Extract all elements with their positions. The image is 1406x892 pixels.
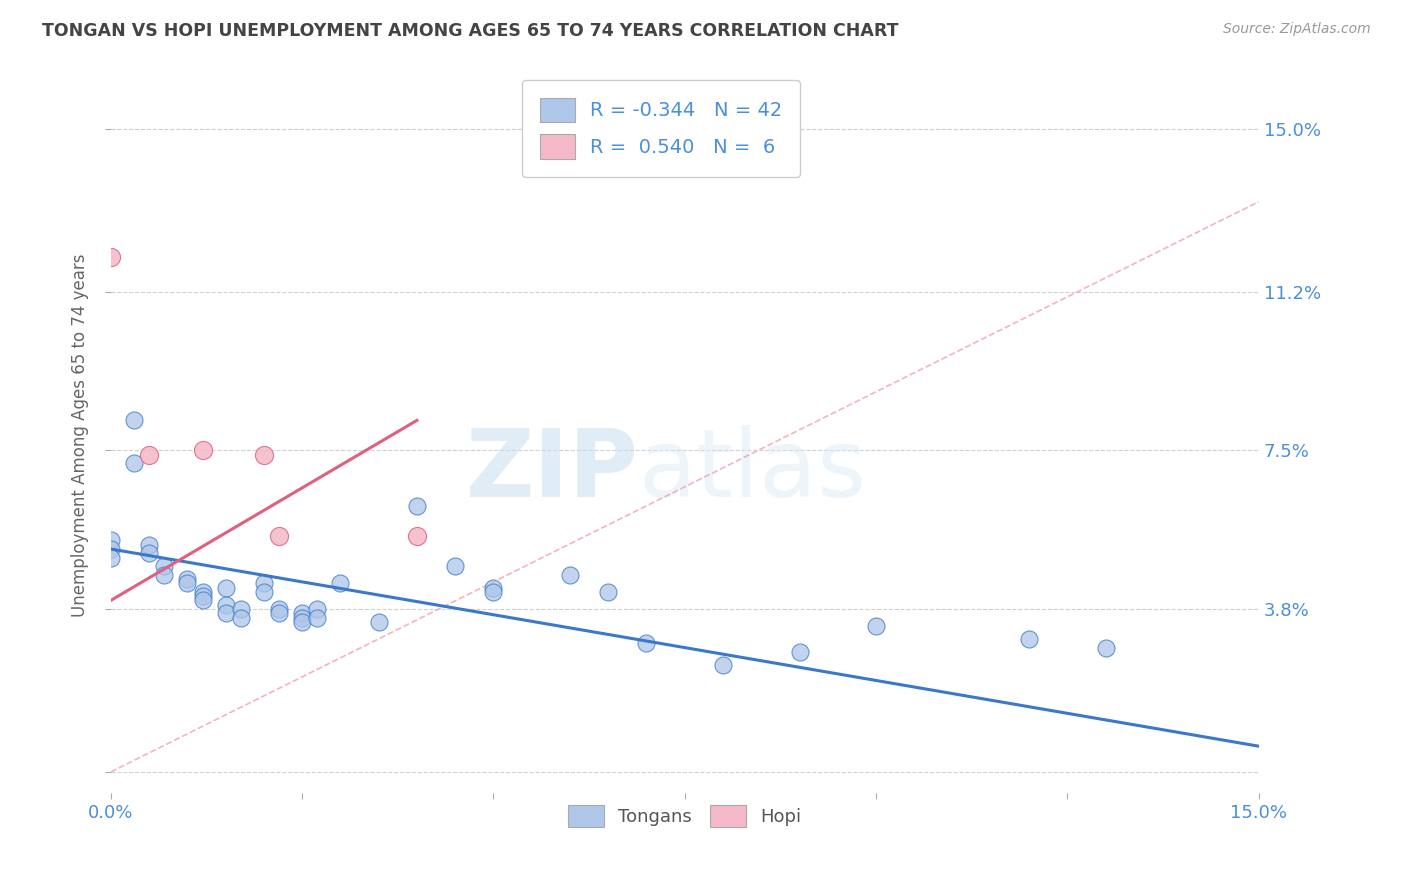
Point xyxy=(1018,632,1040,646)
Point xyxy=(191,589,214,603)
Point xyxy=(711,657,734,672)
Point xyxy=(153,559,176,574)
Point xyxy=(176,576,198,591)
Point xyxy=(307,602,329,616)
Y-axis label: Unemployment Among Ages 65 to 74 years: Unemployment Among Ages 65 to 74 years xyxy=(72,253,89,617)
Text: atlas: atlas xyxy=(638,425,868,517)
Text: TONGAN VS HOPI UNEMPLOYMENT AMONG AGES 65 TO 74 YEARS CORRELATION CHART: TONGAN VS HOPI UNEMPLOYMENT AMONG AGES 6… xyxy=(42,22,898,40)
Point xyxy=(176,572,198,586)
Point xyxy=(214,581,236,595)
Point xyxy=(214,598,236,612)
Point xyxy=(191,593,214,607)
Point xyxy=(138,546,160,560)
Point xyxy=(253,448,276,462)
Point xyxy=(291,607,314,621)
Point xyxy=(482,581,505,595)
Point xyxy=(153,567,176,582)
Point xyxy=(100,541,122,556)
Point xyxy=(253,585,276,599)
Point xyxy=(191,585,214,599)
Point xyxy=(253,576,276,591)
Point xyxy=(406,529,429,543)
Point xyxy=(214,607,236,621)
Point xyxy=(482,585,505,599)
Point xyxy=(122,456,145,470)
Point xyxy=(329,576,352,591)
Point xyxy=(100,550,122,565)
Point xyxy=(789,645,811,659)
Point xyxy=(229,602,252,616)
Point xyxy=(444,559,467,574)
Point xyxy=(307,610,329,624)
Point xyxy=(138,538,160,552)
Legend: Tongans, Hopi: Tongans, Hopi xyxy=(561,798,808,834)
Text: ZIP: ZIP xyxy=(465,425,638,517)
Point xyxy=(406,499,429,513)
Point xyxy=(100,533,122,548)
Point xyxy=(291,615,314,629)
Point xyxy=(269,602,291,616)
Point xyxy=(558,567,581,582)
Point xyxy=(598,585,620,599)
Point xyxy=(100,251,122,265)
Point xyxy=(269,607,291,621)
Point xyxy=(367,615,389,629)
Point xyxy=(291,610,314,624)
Point xyxy=(1094,640,1116,655)
Text: Source: ZipAtlas.com: Source: ZipAtlas.com xyxy=(1223,22,1371,37)
Point xyxy=(636,636,658,650)
Point xyxy=(229,610,252,624)
Point xyxy=(865,619,887,633)
Point xyxy=(191,443,214,458)
Point xyxy=(269,529,291,543)
Point xyxy=(122,413,145,427)
Point xyxy=(138,448,160,462)
